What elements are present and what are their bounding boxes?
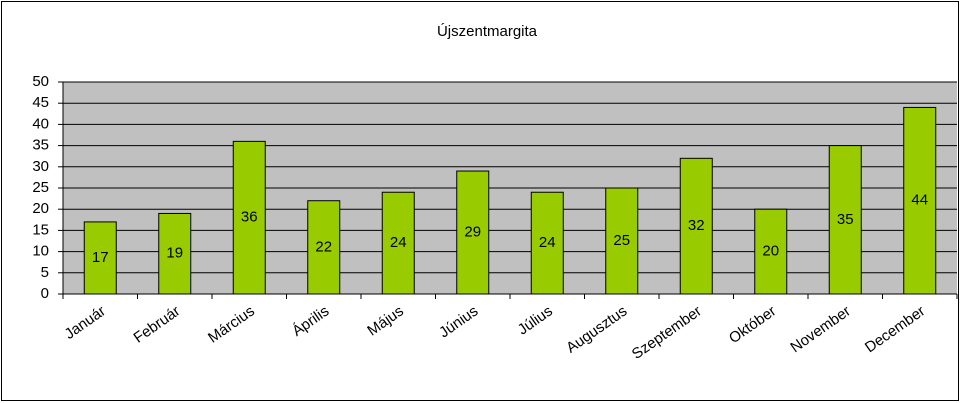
bar	[232, 140, 266, 295]
data-label: 19	[166, 245, 183, 262]
data-label: 25	[613, 232, 630, 249]
chart-title: Újszentmargita	[437, 23, 538, 40]
data-label: 44	[911, 192, 928, 209]
data-label: 36	[241, 209, 258, 226]
bar	[456, 170, 490, 295]
data-label: 17	[92, 249, 109, 266]
bar	[381, 191, 415, 295]
bar	[530, 191, 564, 295]
y-tick-label: 10	[32, 243, 49, 260]
bar	[903, 106, 937, 295]
bar	[307, 200, 341, 295]
data-label: 35	[837, 211, 854, 228]
bar	[605, 187, 639, 295]
data-label: 22	[315, 238, 332, 255]
data-label: 20	[762, 243, 779, 260]
y-tick-label: 45	[32, 94, 49, 111]
bar	[83, 221, 117, 295]
bar	[679, 157, 713, 295]
y-tick-label: 50	[32, 73, 49, 90]
y-tick-label: 20	[32, 200, 49, 217]
y-tick-label: 35	[32, 137, 49, 154]
data-label: 24	[390, 234, 407, 251]
data-label: 32	[688, 217, 705, 234]
y-tick-label: 0	[41, 285, 49, 302]
y-tick-label: 25	[32, 179, 49, 196]
bar	[754, 208, 788, 295]
y-tick-label: 5	[41, 264, 49, 281]
data-label: 24	[539, 234, 556, 251]
bar	[828, 145, 862, 295]
y-tick-label: 15	[32, 221, 49, 238]
y-tick-label: 40	[32, 115, 49, 132]
data-label: 29	[464, 223, 481, 240]
y-tick-label: 30	[32, 158, 49, 175]
